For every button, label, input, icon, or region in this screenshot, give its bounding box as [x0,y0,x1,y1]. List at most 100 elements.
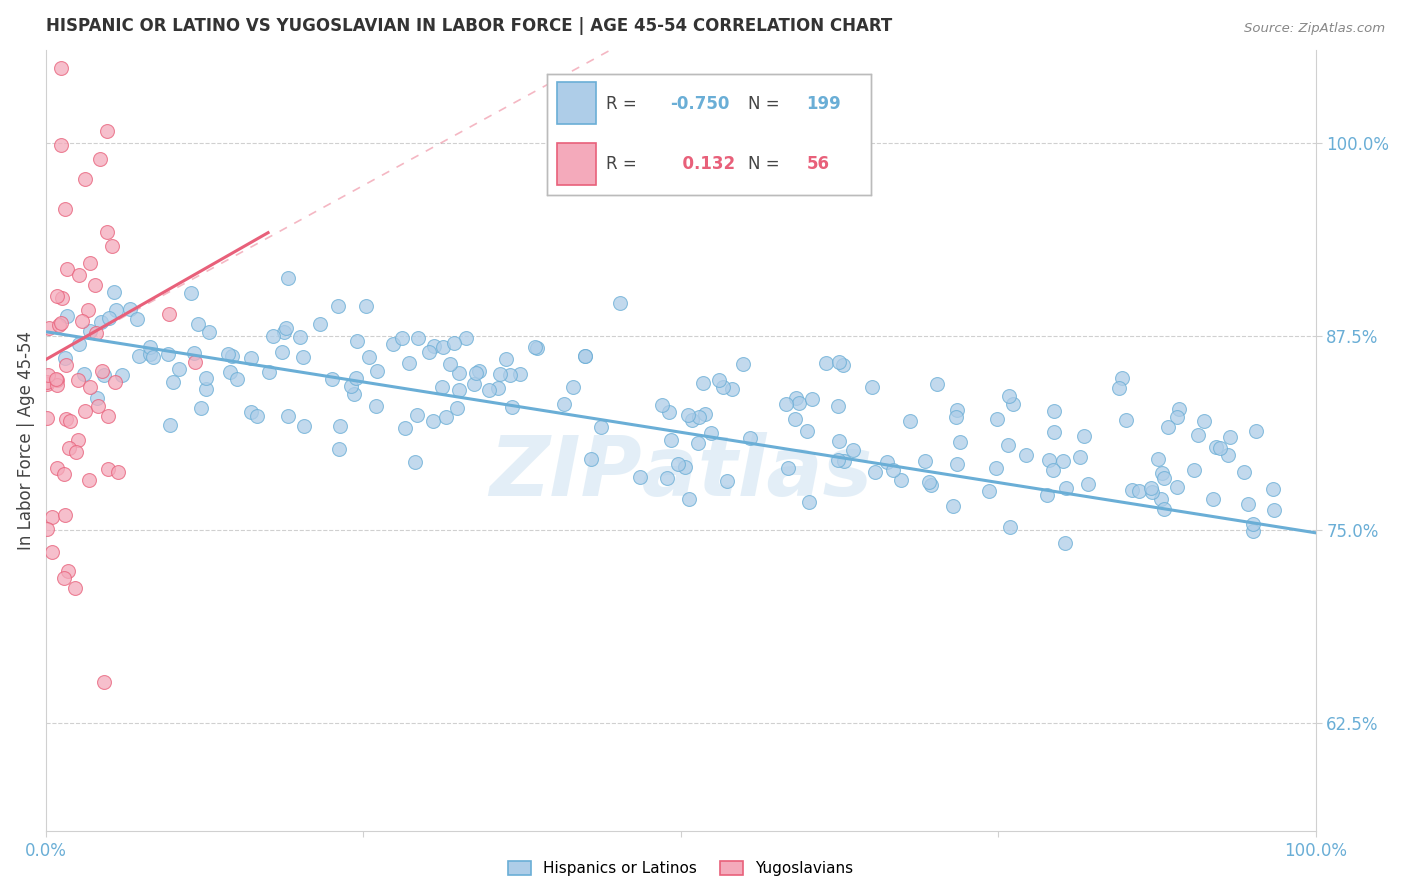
Point [45,460,67,475]
Text: Source: ZipAtlas.com: Source: ZipAtlas.com [1244,22,1385,36]
Point [711,380,734,394]
Point [58,441,80,455]
Point [97,462,120,476]
Point [93,674,115,689]
Point [787,396,810,410]
Point [79,380,101,394]
Point [589,420,612,434]
Point [91,364,114,378]
Point [1002,397,1025,411]
Point [422,414,444,428]
Point [828,434,851,449]
Point [1043,404,1066,418]
Point [354,299,377,313]
Point [93,368,115,382]
Point [574,349,596,363]
Point [686,436,709,450]
Point [53,351,76,366]
Point [346,334,368,349]
Point [226,372,249,386]
Point [221,349,243,363]
Point [89,152,111,166]
Point [37,368,59,383]
Point [125,311,148,326]
Point [321,372,343,386]
Point [366,364,388,378]
Point [55,358,77,372]
Point [294,419,316,434]
Point [180,286,202,301]
Point [329,419,352,434]
Point [56,309,79,323]
Point [775,397,797,411]
Point [183,346,205,360]
Point [404,455,426,469]
Point [84,277,107,292]
Point [111,368,134,383]
Point [118,302,141,317]
Point [863,465,886,479]
Point [495,351,517,366]
Point [449,383,471,397]
Point [430,380,453,394]
Point [842,443,865,458]
Point [198,325,221,339]
Point [688,410,710,425]
Point [55,202,77,216]
Point [37,410,59,425]
Point [48,318,70,332]
Point [676,408,699,422]
Point [97,409,120,423]
Point [67,374,90,388]
Point [357,350,380,364]
Point [219,365,242,379]
Point [731,357,754,371]
Point [463,376,485,391]
Point [432,340,454,354]
Point [945,457,967,471]
Point [1077,477,1099,491]
Point [162,375,184,389]
Point [87,399,110,413]
Point [523,340,546,354]
Y-axis label: In Labor Force | Age 45-54: In Labor Force | Age 45-54 [17,331,35,550]
Point [1244,424,1267,438]
Point [41,545,63,559]
Point [553,397,575,411]
Point [288,330,311,344]
Point [423,339,446,353]
Point [75,172,97,186]
Point [501,400,523,414]
Point [986,411,1008,425]
Point [574,349,596,363]
Point [1140,484,1163,499]
Point [257,365,280,379]
Point [1111,371,1133,385]
Point [467,364,489,378]
Point [945,410,967,425]
Point [1241,524,1264,538]
Point [58,414,80,428]
Point [1121,483,1143,497]
Point [681,413,703,427]
Point [1261,482,1284,496]
Point [716,474,738,488]
Point [277,409,299,423]
Point [927,376,949,391]
Point [1166,480,1188,494]
Point [67,434,90,448]
Point [190,401,212,416]
Point [45,289,67,303]
Point [79,473,101,487]
Point [366,399,388,413]
Point [439,357,461,371]
Point [157,307,180,321]
Point [37,377,59,392]
Point [509,367,531,381]
Point [882,463,904,477]
Point [579,452,602,467]
Point [86,391,108,405]
Point [920,477,942,491]
Point [326,300,349,314]
Point [45,377,67,392]
